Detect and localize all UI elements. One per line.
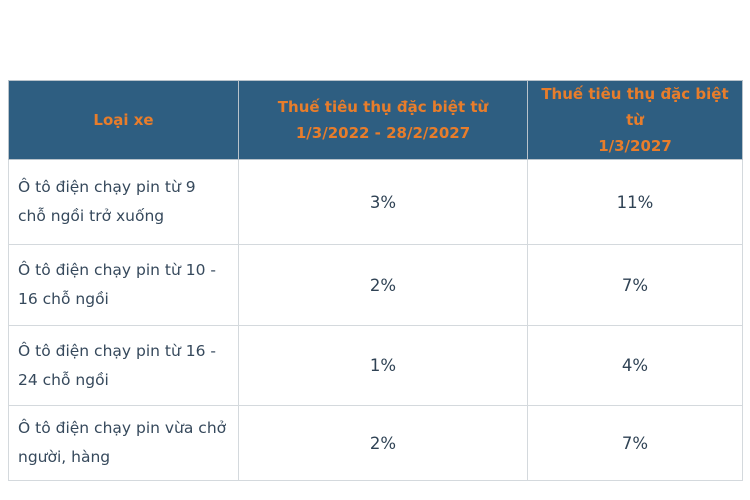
- vehicle-type-cell: Ô tô điện chạy pin từ 10 - 16 chỗ ngồi: [8, 244, 239, 326]
- header-vehicle-type: Loại xe: [8, 80, 239, 160]
- vehicle-type-cell: Ô tô điện chạy pin từ 9 chỗ ngồi trở xuố…: [8, 159, 239, 245]
- rate-period1-cell: 2%: [238, 405, 528, 481]
- table-row: Ô tô điện chạy pin từ 10 - 16 chỗ ngồi 2…: [8, 244, 743, 326]
- header-tax-period-2-line1: Thuế tiêu thụ đặc biệt từ: [541, 85, 729, 129]
- rate-period1-cell: 2%: [238, 244, 528, 326]
- header-tax-period-1-line2: 1/3/2022 - 28/2/2027: [295, 124, 471, 142]
- table-row: Ô tô điện chạy pin vừa chở người, hàng 2…: [8, 405, 743, 481]
- rate-period1-cell: 3%: [238, 159, 528, 245]
- rate-period2-cell: 4%: [527, 325, 743, 406]
- header-tax-period-2-line2: 1/3/2027: [598, 137, 672, 155]
- vehicle-type-cell: Ô tô điện chạy pin vừa chở người, hàng: [8, 405, 239, 481]
- header-tax-period-1: Thuế tiêu thụ đặc biệt từ 1/3/2022 - 28/…: [238, 80, 528, 160]
- header-tax-period-2: Thuế tiêu thụ đặc biệt từ 1/3/2027: [527, 80, 743, 160]
- rate-period2-cell: 7%: [527, 244, 743, 326]
- tax-rate-table: Loại xe Thuế tiêu thụ đặc biệt từ 1/3/20…: [8, 80, 743, 481]
- table-row: Ô tô điện chạy pin từ 9 chỗ ngồi trở xuố…: [8, 159, 743, 245]
- rate-period2-cell: 7%: [527, 405, 743, 481]
- header-vehicle-type-label: Loại xe: [93, 111, 154, 129]
- rate-period1-cell: 1%: [238, 325, 528, 406]
- vehicle-type-cell: Ô tô điện chạy pin từ 16 - 24 chỗ ngồi: [8, 325, 239, 406]
- rate-period2-cell: 11%: [527, 159, 743, 245]
- header-row: Loại xe Thuế tiêu thụ đặc biệt từ 1/3/20…: [8, 80, 743, 160]
- header-tax-period-1-line1: Thuế tiêu thụ đặc biệt từ: [277, 98, 489, 116]
- table-row: Ô tô điện chạy pin từ 16 - 24 chỗ ngồi 1…: [8, 325, 743, 406]
